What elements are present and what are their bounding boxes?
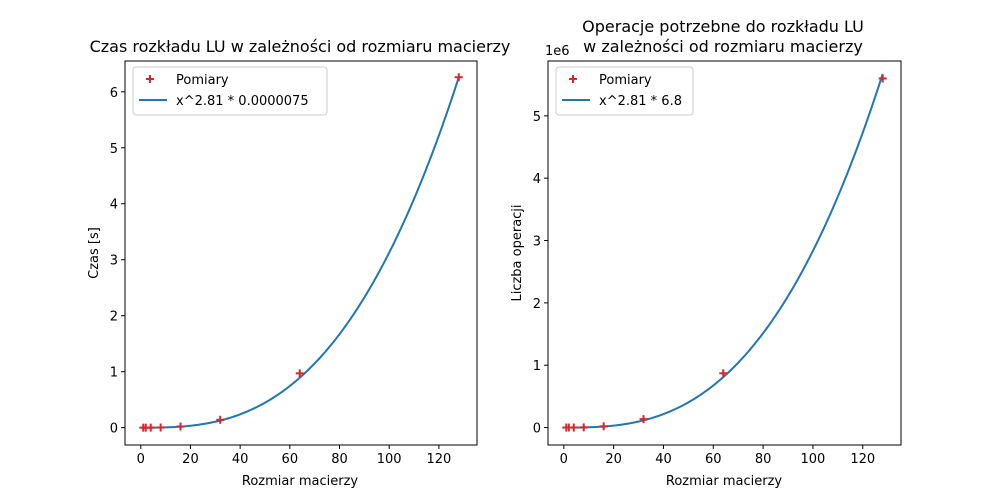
y-axis-label: Liczba operacji xyxy=(510,204,525,301)
y-axis-offset-text: 1e6 xyxy=(545,44,570,59)
chart-title: Czas rozkładu LU w zależności od rozmiar… xyxy=(90,37,511,56)
y-tick-label: 0 xyxy=(533,422,541,437)
x-tick-label: 100 xyxy=(377,452,402,467)
y-tick-label: 2 xyxy=(533,297,541,312)
data-point xyxy=(156,423,165,432)
legend-label: Pomiary xyxy=(599,73,652,88)
chart-title-line-2: w zależności od rozmiaru macierzy xyxy=(583,37,863,56)
x-tick-label: 20 xyxy=(605,452,622,467)
legend-box xyxy=(132,66,328,116)
y-tick-label: 3 xyxy=(533,235,541,250)
axes-frame xyxy=(124,60,478,446)
legend: Pomiary x^2.81 * 0.0000075 xyxy=(132,66,328,116)
x-tick-label: 80 xyxy=(331,452,348,467)
plot-area: 0 20 40 60 80 100 120 0 1 2 3 4 5 6 Pomiary x^2.81 * 0.… xyxy=(110,60,478,467)
y-tick-label: 4 xyxy=(533,172,541,187)
x-tick-label: 40 xyxy=(655,452,672,467)
data-point xyxy=(878,74,887,83)
legend-label: x^2.81 * 0.0000075 xyxy=(176,94,309,109)
data-point xyxy=(639,415,648,424)
plot-area: 0 20 40 60 80 100 120 0 1 2 3 4 5 Pomiary x^2.81 * 6.8 xyxy=(533,60,902,467)
data-point xyxy=(176,422,185,431)
y-tick-label: 5 xyxy=(533,110,541,125)
data-point xyxy=(454,73,463,82)
data-point xyxy=(579,423,588,432)
y-tick-label: 1 xyxy=(533,359,541,374)
x-tick-label: 40 xyxy=(232,452,249,467)
x-tick-label: 0 xyxy=(560,452,568,467)
y-tick-label: 3 xyxy=(110,254,118,269)
data-point xyxy=(599,422,608,431)
x-tick-label: 80 xyxy=(755,452,772,467)
x-tick-label: 100 xyxy=(801,452,826,467)
axes-frame xyxy=(547,60,902,446)
x-tick-label: 120 xyxy=(426,452,451,467)
legend-label: x^2.81 * 6.8 xyxy=(599,94,682,109)
x-tick-label: 20 xyxy=(182,452,199,467)
y-tick-label: 6 xyxy=(110,86,118,101)
y-tick-label: 4 xyxy=(110,198,118,213)
x-axis-label: Rozmiar macierzy xyxy=(242,474,359,489)
fit-line xyxy=(566,73,884,429)
fit-line xyxy=(143,77,460,429)
chart-title-line-1: Operacje potrzebne do rozkładu LU xyxy=(582,17,864,36)
data-point xyxy=(216,415,225,424)
chart-lu-operations: Operacje potrzebne do rozkładu LU w zale… xyxy=(510,17,902,489)
y-axis-label: Czas [s] xyxy=(87,227,102,279)
legend-label: Pomiary xyxy=(176,73,229,88)
x-axis-label: Rozmiar macierzy xyxy=(666,474,783,489)
data-point xyxy=(295,369,304,378)
x-tick-label: 0 xyxy=(137,452,145,467)
data-point xyxy=(146,423,155,432)
x-tick-label: 120 xyxy=(850,452,875,467)
legend-box xyxy=(555,66,694,116)
chart-lu-time: Czas rozkładu LU w zależności od rozmiar… xyxy=(87,37,510,489)
y-tick-label: 1 xyxy=(110,366,118,381)
legend: Pomiary x^2.81 * 6.8 xyxy=(555,66,694,116)
data-point xyxy=(719,369,728,378)
y-tick-label: 2 xyxy=(110,310,118,325)
data-point xyxy=(569,423,578,432)
x-tick-label: 60 xyxy=(705,452,722,467)
y-tick-label: 5 xyxy=(110,142,118,157)
y-tick-label: 0 xyxy=(110,422,118,437)
x-tick-label: 60 xyxy=(282,452,299,467)
